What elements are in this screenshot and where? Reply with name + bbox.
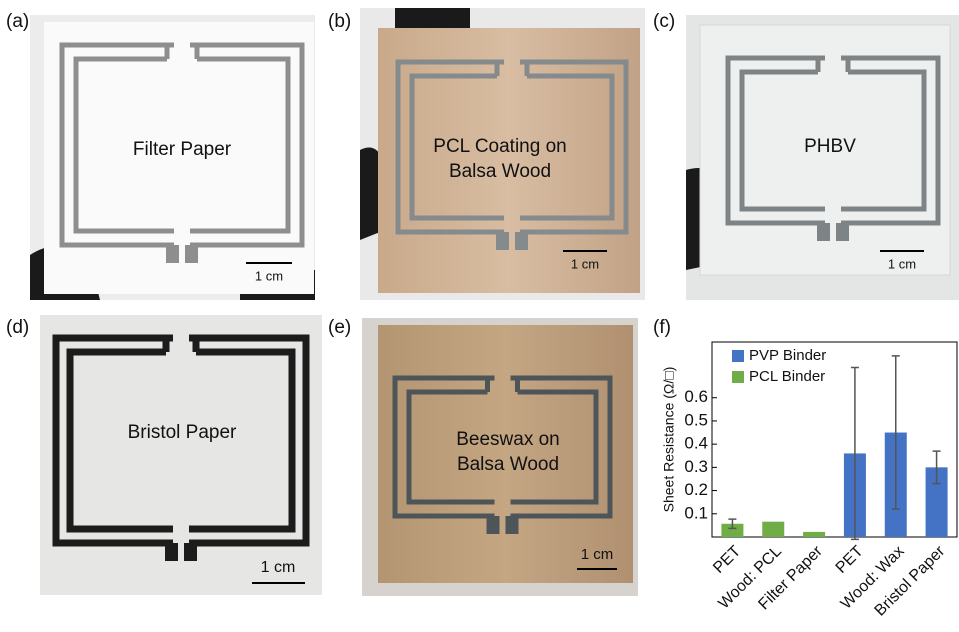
legend-label: PCL Binder: [749, 368, 825, 385]
figure: (a) Filter Paper 1 cm (b) PCL Coating on…: [0, 0, 959, 632]
bar: [762, 522, 784, 537]
panel-text: Balsa Wood: [457, 454, 559, 475]
panel-text: PCL Coating on: [433, 136, 566, 157]
y-axis-label: Sheet Resistance (Ω/□): [661, 367, 677, 513]
y-tick-label: 0.2: [684, 480, 708, 499]
panel-label: (a): [6, 11, 29, 32]
bar: [803, 532, 825, 537]
page: {"panels": [ {"label": "(a)", "text": ["…: [0, 0, 959, 632]
x-tick-label: PET: [833, 543, 867, 577]
panel-label: (e): [328, 317, 351, 338]
antenna-pad: [166, 245, 179, 263]
x-tick-label: PET: [710, 543, 744, 577]
antenna-pad: [836, 223, 849, 241]
antenna-pad: [515, 232, 528, 250]
legend-label: PVP Binder: [749, 347, 826, 364]
y-tick-label: 0.5: [684, 410, 708, 429]
panel-label: (f): [653, 317, 671, 338]
y-tick-label: 0.1: [684, 503, 708, 522]
antenna-pad: [506, 516, 519, 534]
bristol-paper: [40, 315, 322, 595]
panel-text: Bristol Paper: [128, 422, 237, 443]
legend-swatch: [732, 371, 744, 383]
panel-label: (c): [653, 11, 675, 32]
scale-text: 1 cm: [261, 559, 296, 576]
y-tick-label: 0.6: [684, 387, 708, 406]
antenna-pad: [185, 245, 198, 263]
panel-text: Filter Paper: [133, 139, 232, 160]
scale-text: 1 cm: [255, 268, 283, 283]
antenna-pad: [817, 223, 830, 241]
antenna-pad: [487, 516, 500, 534]
legend-swatch: [732, 350, 744, 362]
antenna-pad: [496, 232, 509, 250]
panel-text: Balsa Wood: [449, 161, 551, 182]
y-tick-label: 0.4: [684, 434, 708, 453]
antenna-pad: [165, 543, 178, 561]
panel-text: PHBV: [804, 136, 856, 157]
antenna-pad: [184, 543, 197, 561]
scale-text: 1 cm: [571, 256, 599, 271]
panel-label: (b): [328, 11, 351, 32]
y-tick-label: 0.3: [684, 457, 708, 476]
scale-text: 1 cm: [888, 256, 916, 271]
panel-text: Beeswax on: [456, 429, 560, 450]
scale-text: 1 cm: [581, 546, 614, 563]
panel-label: (d): [6, 317, 29, 338]
